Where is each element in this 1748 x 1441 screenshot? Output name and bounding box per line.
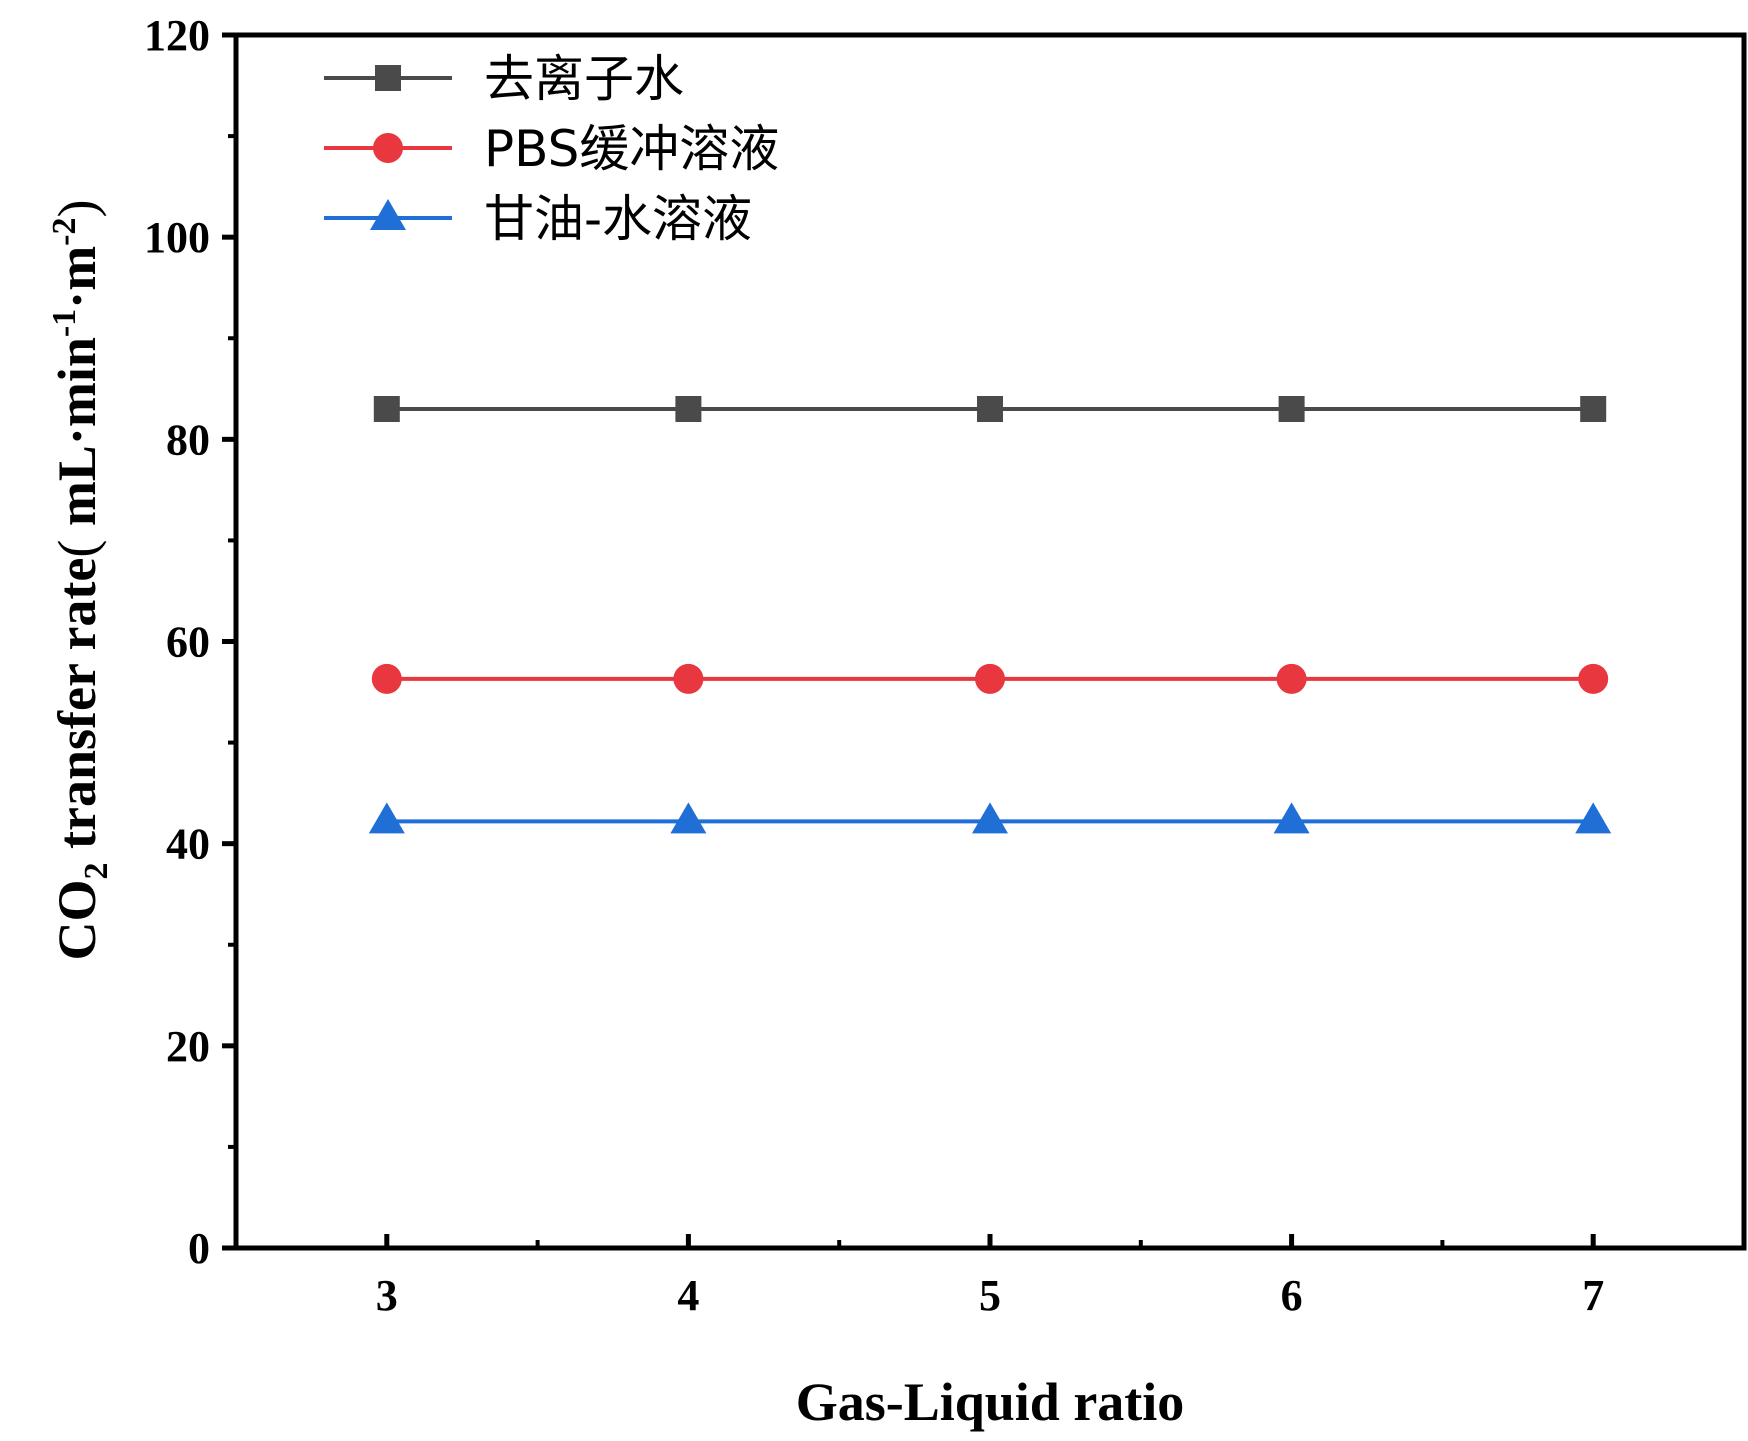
- y-title-superscript-2: -2: [46, 217, 83, 245]
- y-title-unit-b: ·m: [47, 246, 107, 309]
- data-point: [675, 396, 702, 423]
- y-title-subscript: 2: [78, 863, 115, 880]
- legend-item: PBS缓冲溶液: [324, 120, 779, 178]
- series-3: [368, 802, 1612, 834]
- y-tick-label: 40: [166, 820, 210, 869]
- x-tick-label: 3: [376, 1271, 398, 1320]
- data-point: [1276, 663, 1307, 694]
- data-point: [1580, 396, 1607, 423]
- legend-label: PBS缓冲溶液: [484, 120, 779, 178]
- y-title-prefix: CO: [47, 880, 107, 961]
- data-point: [373, 396, 400, 423]
- y-title-paren-close: ): [47, 199, 107, 217]
- x-tick-label: 5: [979, 1271, 1001, 1320]
- data-point: [368, 802, 405, 834]
- y-tick-label: 100: [144, 213, 210, 262]
- x-tick-label: 7: [1582, 1271, 1604, 1320]
- y-tick-label: 80: [166, 415, 210, 464]
- data-point: [1278, 396, 1305, 423]
- y-title-superscript-1: -1: [46, 309, 83, 337]
- data-point: [371, 663, 402, 694]
- series-2: [371, 663, 1609, 694]
- legend-item: 去离子水: [324, 50, 684, 108]
- y-tick-label: 0: [188, 1224, 210, 1273]
- x-axis-title: Gas-Liquid ratio: [796, 1372, 1185, 1432]
- y-title-main: transfer rate: [47, 558, 107, 863]
- x-tick-label: 4: [677, 1271, 699, 1320]
- data-point: [1575, 802, 1612, 834]
- legend-marker: [370, 199, 406, 230]
- data-point: [1578, 663, 1609, 694]
- plot-marks: [368, 396, 1612, 834]
- legend-marker: [375, 65, 401, 91]
- legend-label: 甘油-水溶液: [484, 190, 752, 248]
- y-tick-label: 120: [144, 11, 210, 60]
- y-title-unit-a: mL·min: [47, 337, 107, 540]
- data-point: [975, 663, 1005, 694]
- data-point: [673, 663, 704, 694]
- data-point: [670, 802, 707, 834]
- legend-label: 去离子水: [484, 50, 684, 108]
- data-point: [972, 802, 1008, 834]
- y-title-paren-open: (: [47, 540, 107, 558]
- axis-ticks: 0 20 40 60 80 100 120 3 4 5 6 7: [144, 11, 1604, 1320]
- y-axis-title: CO2 transfer rate( mL·min-1·m-2): [46, 199, 115, 960]
- y-tick-label: 20: [166, 1022, 210, 1071]
- data-point: [1273, 802, 1310, 834]
- data-point: [977, 396, 1003, 423]
- legend-item: 甘油-水溶液: [324, 190, 752, 248]
- legend-marker: [373, 133, 403, 163]
- series-1: [373, 396, 1607, 423]
- y-tick-label: 60: [166, 618, 210, 667]
- x-tick-label: 6: [1281, 1271, 1303, 1320]
